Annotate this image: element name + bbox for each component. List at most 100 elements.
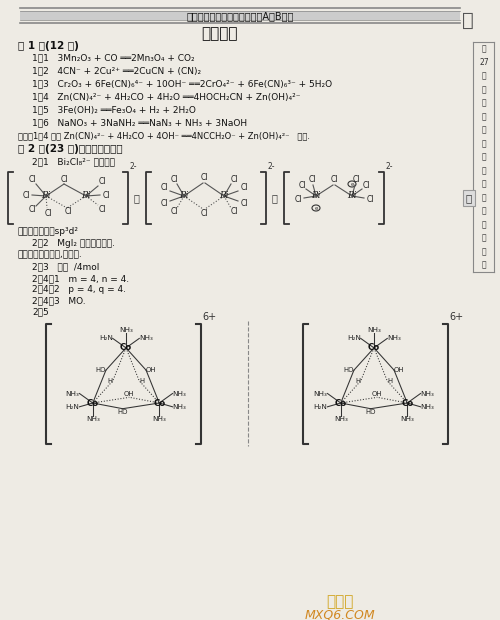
Text: HO: HO xyxy=(96,367,106,373)
Text: Cl: Cl xyxy=(366,195,374,203)
Text: Bi: Bi xyxy=(179,192,189,200)
Text: Cl: Cl xyxy=(22,190,30,200)
Text: NH₃: NH₃ xyxy=(367,327,381,333)
Text: 国: 国 xyxy=(482,99,486,107)
Text: NH₃: NH₃ xyxy=(400,416,414,422)
Text: Cl: Cl xyxy=(298,182,306,190)
Text: Cl: Cl xyxy=(352,175,360,185)
Text: NH₃: NH₃ xyxy=(420,391,434,397)
Text: 27: 27 xyxy=(479,58,489,67)
Text: Cl: Cl xyxy=(102,190,110,200)
Text: 6+: 6+ xyxy=(450,312,464,322)
Text: 或: 或 xyxy=(271,193,277,203)
Text: Cl: Cl xyxy=(28,175,36,185)
Text: Cl: Cl xyxy=(98,205,106,213)
Bar xyxy=(20,11,460,20)
Text: Bi: Bi xyxy=(81,192,91,200)
Text: H₂N: H₂N xyxy=(314,404,328,410)
Text: 2-: 2- xyxy=(129,162,136,171)
Text: OH: OH xyxy=(394,367,404,373)
Text: 第 2 题(23 分)简要回答或计算: 第 2 题(23 分)简要回答或计算 xyxy=(18,144,122,154)
Text: 答微溶或溶解度小,也可以.: 答微溶或溶解度小,也可以. xyxy=(18,250,83,260)
Text: Cl: Cl xyxy=(200,210,208,218)
Text: Cl: Cl xyxy=(294,195,302,203)
Text: e: e xyxy=(314,205,318,211)
Text: OH: OH xyxy=(372,391,382,397)
Text: NH₃: NH₃ xyxy=(86,416,100,422)
Text: Cl: Cl xyxy=(44,210,52,218)
Text: 试: 试 xyxy=(482,247,486,256)
Text: Cl: Cl xyxy=(170,175,178,185)
Text: 第: 第 xyxy=(482,45,486,53)
Text: 图: 图 xyxy=(466,193,472,203)
Text: 1－6   NaNO₃ + 3NaNH₂ ══NaN₃ + NH₃ + 3NaOH: 1－6 NaNO₃ + 3NaNH₂ ══NaN₃ + NH₃ + 3NaOH xyxy=(32,118,247,128)
Text: 1－1   3Mn₂O₃ + CO ══2Mn₃O₄ + CO₂: 1－1 3Mn₂O₃ + CO ══2Mn₃O₄ + CO₂ xyxy=(32,53,194,63)
Text: Co: Co xyxy=(153,399,166,407)
Text: NH₃: NH₃ xyxy=(119,327,133,333)
Text: Bi: Bi xyxy=(219,192,229,200)
Text: 初: 初 xyxy=(482,206,486,216)
Text: 匹: 匹 xyxy=(482,166,486,175)
Text: Bi: Bi xyxy=(311,192,321,200)
Text: 答案圈: 答案圈 xyxy=(326,595,353,609)
Text: 2-: 2- xyxy=(385,162,392,171)
Text: 2－4－1   m = 4, n = 4.: 2－4－1 m = 4, n = 4. xyxy=(32,275,129,283)
Text: Bi: Bi xyxy=(347,192,357,200)
Text: Cl: Cl xyxy=(160,200,168,208)
Text: HO: HO xyxy=(344,367,354,373)
Text: 2－3   阳极  /4mol: 2－3 阳极 /4mol xyxy=(32,262,100,272)
Text: 化: 化 xyxy=(482,112,486,121)
Text: e: e xyxy=(350,182,354,187)
Text: 克: 克 xyxy=(482,180,486,188)
Text: 新编高中化学竞赛培优教程（A、B级）: 新编高中化学竞赛培优教程（A、B级） xyxy=(186,11,294,21)
Text: Co: Co xyxy=(120,343,132,352)
Text: 届: 届 xyxy=(482,71,486,81)
Text: H: H xyxy=(108,378,113,384)
Text: NH₃: NH₃ xyxy=(334,416,347,422)
Text: NH₃: NH₃ xyxy=(388,335,401,342)
Text: Cl: Cl xyxy=(98,177,106,187)
Text: NH₃: NH₃ xyxy=(140,335,153,342)
Text: 2－5: 2－5 xyxy=(32,308,49,316)
Text: 杂化轨道类型：sp³d²: 杂化轨道类型：sp³d² xyxy=(18,228,79,236)
Text: 奥: 奥 xyxy=(482,139,486,148)
Text: 中: 中 xyxy=(482,85,486,94)
Text: 1－2   4CN⁻ + 2Cu²⁺ ══2CuCN + (CN)₂: 1－2 4CN⁻ + 2Cu²⁺ ══2CuCN + (CN)₂ xyxy=(32,66,201,76)
Text: OH: OH xyxy=(146,367,156,373)
Text: Cl: Cl xyxy=(240,184,248,192)
Text: Cl: Cl xyxy=(160,184,168,192)
Text: HO: HO xyxy=(118,409,128,415)
Text: HO: HO xyxy=(366,409,376,415)
Text: NH₃: NH₃ xyxy=(420,404,434,410)
Text: 6+: 6+ xyxy=(202,312,216,322)
Text: 林: 林 xyxy=(482,153,486,161)
Text: 1－5   3Fe(OH)₂ ══Fe₃O₄ + H₂ + 2H₂O: 1－5 3Fe(OH)₂ ══Fe₃O₄ + H₂ + 2H₂O xyxy=(32,105,196,115)
Text: Co: Co xyxy=(401,399,413,407)
Text: OH: OH xyxy=(124,391,134,397)
Text: 🦋: 🦋 xyxy=(462,11,474,30)
Text: Bi: Bi xyxy=(41,192,51,200)
Text: Cl: Cl xyxy=(200,174,208,182)
Text: Cl: Cl xyxy=(330,175,338,185)
Text: Cl: Cl xyxy=(64,208,72,216)
Text: Cl: Cl xyxy=(362,182,370,190)
Text: Cl: Cl xyxy=(230,208,238,216)
Text: Co: Co xyxy=(86,399,99,407)
Text: Cl: Cl xyxy=(28,205,36,215)
Text: 1－4   Zn(CN)₄²⁻ + 4H₂CO + 4H₂O ══4HOCH₂CN + Zn(OH)₄²⁻: 1－4 Zn(CN)₄²⁻ + 4H₂CO + 4H₂O ══4HOCH₂CN … xyxy=(32,92,300,102)
Text: 2－4－2   p = 4, q = 4.: 2－4－2 p = 4, q = 4. xyxy=(32,285,126,294)
Text: Co: Co xyxy=(334,399,347,407)
Text: H₂N: H₂N xyxy=(66,404,80,410)
Text: 参考答案: 参考答案 xyxy=(202,27,238,42)
Text: NH₃: NH₃ xyxy=(314,391,328,397)
Text: MXQ6.COM: MXQ6.COM xyxy=(304,608,376,620)
Text: 1－3   Cr₂O₃ + 6Fe(CN)₆⁴⁻ + 10OH⁻ ══2CrO₄²⁻ + 6Fe(CN)₆³⁻ + 5H₂O: 1－3 Cr₂O₃ + 6Fe(CN)₆⁴⁻ + 10OH⁻ ══2CrO₄²⁻… xyxy=(32,79,332,89)
Text: 或: 或 xyxy=(133,193,139,203)
Text: 2－2   MgI₂ 在液氨中难溶.: 2－2 MgI₂ 在液氨中难溶. xyxy=(32,239,115,249)
Text: NH₃: NH₃ xyxy=(152,416,166,422)
Text: （: （ xyxy=(482,193,486,202)
Text: 第 1 题(12 分): 第 1 题(12 分) xyxy=(18,41,79,51)
Text: 2-: 2- xyxy=(267,162,274,171)
Text: H₂N: H₂N xyxy=(347,335,360,342)
Text: Co: Co xyxy=(368,343,380,352)
